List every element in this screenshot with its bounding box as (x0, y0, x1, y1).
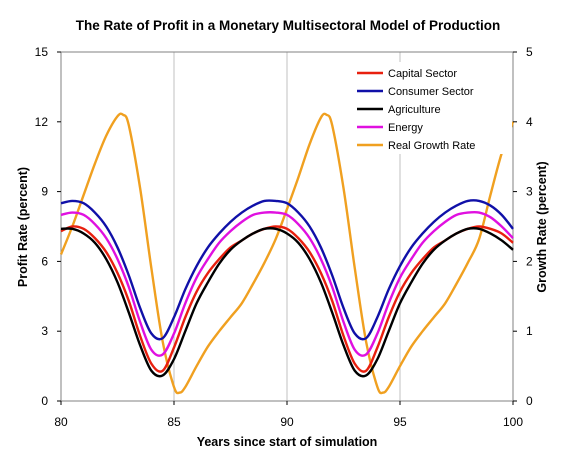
series-line-real-growth-rate (59, 112, 515, 395)
chart-title: The Rate of Profit in a Monetary Multise… (76, 18, 501, 33)
y2-axis-label: Growth Rate (percent) (535, 161, 549, 292)
series-layer (59, 112, 515, 395)
y2-tick-label: 2 (526, 254, 533, 268)
y-tick-label: 6 (41, 254, 48, 268)
legend-label-consumer-sector: Consumer Sector (388, 86, 474, 98)
series-line-consumer-sector (60, 199, 514, 341)
y2-tick-label: 0 (526, 394, 533, 408)
x-tick-label: 90 (280, 415, 294, 429)
series-line-agriculture (60, 227, 514, 378)
y2-tick-label: 1 (526, 324, 533, 338)
legend-label-agriculture: Agriculture (388, 104, 441, 116)
x-axis-ticks: 80 85 90 95 100 (54, 401, 523, 429)
y-tick-label: 12 (35, 115, 49, 129)
left-axis-ticks: 0 3 6 9 12 15 (35, 45, 61, 408)
legend: Capital Sector Consumer Sector Agriculture… (352, 62, 512, 154)
y2-tick-label: 3 (526, 185, 533, 199)
y-axis-label: Profit Rate (percent) (16, 167, 30, 287)
x-tick-label: 80 (54, 415, 68, 429)
legend-label-real-growth-rate: Real Growth Rate (388, 140, 475, 152)
x-tick-label: 95 (393, 415, 407, 429)
right-axis-ticks: 0 1 2 3 4 5 (513, 45, 533, 408)
series-line-energy (60, 210, 514, 357)
y2-tick-label: 4 (526, 115, 533, 129)
y-tick-label: 15 (35, 45, 49, 59)
legend-label-energy: Energy (388, 122, 423, 134)
y-tick-label: 3 (41, 324, 48, 338)
y-tick-label: 9 (41, 185, 48, 199)
y-tick-label: 0 (41, 394, 48, 408)
x-tick-label: 85 (167, 415, 181, 429)
legend-label-capital-sector: Capital Sector (388, 68, 457, 80)
y2-tick-label: 5 (526, 45, 533, 59)
series-line-capital-sector (60, 225, 514, 373)
x-axis-label: Years since start of simulation (197, 435, 378, 449)
x-tick-label: 100 (503, 415, 523, 429)
